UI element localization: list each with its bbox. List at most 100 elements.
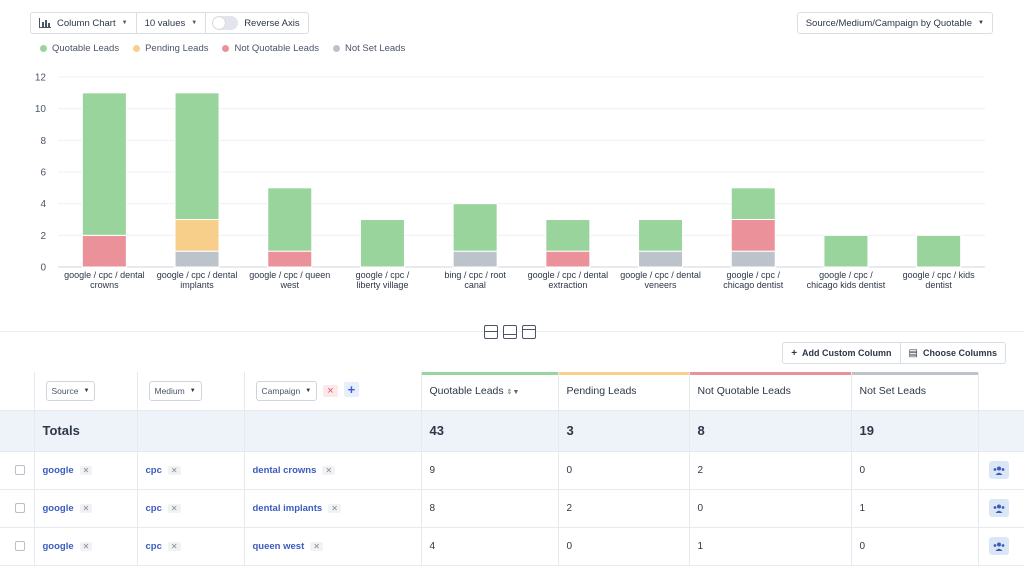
source-link[interactable]: google xyxy=(42,502,74,514)
bar-segment xyxy=(81,92,127,236)
medium-filter-dropdown[interactable]: Medium ▼ xyxy=(148,380,202,401)
totals-empty-cell xyxy=(244,410,422,452)
row-checkbox[interactable] xyxy=(15,541,25,551)
column-header-label: Pending Leads xyxy=(566,384,637,397)
group-by-dropdown[interactable]: Source/Medium/Campaign by Quotable ▼ xyxy=(796,12,993,34)
people-icon[interactable] xyxy=(988,461,1009,479)
value-cell: 0 xyxy=(851,527,979,566)
header-checkbox-cell xyxy=(0,372,35,411)
remove-filter-icon[interactable]: ✕ xyxy=(328,503,341,513)
campaign-filter-dropdown[interactable]: Campaign ▼ xyxy=(255,380,318,401)
y-tick-label: 4 xyxy=(40,199,46,210)
totals-row: Totals 43 3 8 19 xyxy=(0,410,1024,452)
totals-label: Totals xyxy=(34,410,138,452)
medium-cell: cpc ✕ xyxy=(137,451,245,490)
x-tick-label: google / cpc / xyxy=(356,270,410,280)
remove-filter-icon[interactable]: ✕ xyxy=(167,541,181,551)
campaign-link[interactable]: dental implants xyxy=(252,502,323,514)
campaign-cell: dental crowns ✕ xyxy=(244,451,422,490)
bar-segment xyxy=(81,234,127,268)
row-checkbox[interactable] xyxy=(15,503,25,513)
add-custom-column-button[interactable]: + Add Custom Column xyxy=(782,342,901,364)
reverse-axis-control: Reverse Axis xyxy=(206,12,309,34)
y-tick-label: 8 xyxy=(40,136,46,147)
people-icon[interactable] xyxy=(988,499,1009,517)
x-tick-label: chicago kids dentist xyxy=(807,280,886,290)
reverse-axis-toggle[interactable] xyxy=(212,16,239,30)
remove-filter-icon[interactable]: ✕ xyxy=(310,541,323,551)
bar-segment xyxy=(730,219,776,252)
split-layout-icon[interactable] xyxy=(484,325,498,339)
source-link[interactable]: google xyxy=(42,464,74,476)
remove-filter-icon[interactable]: ✕ xyxy=(167,465,181,475)
column-header-not-quotable[interactable]: Not Quotable Leads xyxy=(689,372,852,411)
value-cell: 8 xyxy=(421,489,559,528)
x-tick-label: bing / cpc / root xyxy=(444,270,506,280)
bar-segment xyxy=(174,219,220,252)
column-color-bar xyxy=(689,372,851,375)
chart-type-dropdown[interactable]: Column Chart ▼ xyxy=(30,12,137,34)
source-filter-cell: Source ▼ xyxy=(34,372,138,411)
total-pending: 3 xyxy=(558,410,690,452)
medium-link[interactable]: cpc xyxy=(145,464,162,476)
campaign-link[interactable]: dental crowns xyxy=(252,464,317,476)
bar-segment xyxy=(730,250,776,268)
bar-segment xyxy=(174,250,220,268)
row-actions-cell xyxy=(978,489,1024,528)
values-count-dropdown[interactable]: 10 values ▼ xyxy=(136,12,207,34)
x-tick-label: chicago dentist xyxy=(723,280,784,290)
legend-item-not-quotable[interactable]: Not Quotable Leads xyxy=(222,43,319,54)
add-dimension-button[interactable]: + xyxy=(343,381,360,397)
remove-filter-icon[interactable]: ✕ xyxy=(79,503,93,513)
remove-filter-icon[interactable]: ✕ xyxy=(322,465,336,475)
medium-link[interactable]: cpc xyxy=(145,502,162,514)
column-header-not-set[interactable]: Not Set Leads xyxy=(851,372,979,411)
campaign-link[interactable]: queen west xyxy=(252,540,305,552)
row-select-cell xyxy=(0,527,35,566)
remove-dimension-button[interactable]: × xyxy=(323,384,338,397)
legend-item-pending[interactable]: Pending Leads xyxy=(133,43,208,54)
bar-segment xyxy=(823,234,869,268)
bar-segment xyxy=(730,187,776,221)
campaign-cell: queen west ✕ xyxy=(244,527,422,566)
column-header-quotable[interactable]: Quotable Leads ⇕▼ xyxy=(421,372,559,411)
y-tick-label: 12 xyxy=(35,73,47,84)
x-tick-label: west xyxy=(279,280,299,290)
table-focus-layout-icon[interactable] xyxy=(522,325,536,339)
campaign-filter-label: Campaign xyxy=(261,385,301,396)
legend-item-quotable[interactable]: Quotable Leads xyxy=(40,43,119,54)
row-select-cell xyxy=(0,489,35,528)
remove-filter-icon[interactable]: ✕ xyxy=(167,503,181,513)
bar-segment xyxy=(359,219,405,268)
source-filter-dropdown[interactable]: Source ▼ xyxy=(45,380,96,401)
bar-segment xyxy=(267,187,313,252)
chevron-down-icon: ▼ xyxy=(189,387,196,394)
legend-dot xyxy=(333,45,340,52)
column-header-pending[interactable]: Pending Leads xyxy=(558,372,690,411)
columns-icon: ▤ xyxy=(908,347,918,359)
remove-filter-icon[interactable]: ✕ xyxy=(79,541,93,551)
add-custom-column-label: Add Custom Column xyxy=(802,348,892,358)
value-cell: 1 xyxy=(689,527,852,566)
legend-item-not-set[interactable]: Not Set Leads xyxy=(333,43,405,54)
value-cell: 4 xyxy=(421,527,559,566)
y-tick-label: 10 xyxy=(35,104,47,115)
sort-desc-icon[interactable]: ⇕▼ xyxy=(506,388,520,396)
remove-filter-icon[interactable]: ✕ xyxy=(79,465,93,475)
people-icon[interactable] xyxy=(988,537,1009,555)
chevron-down-icon: ▼ xyxy=(978,20,984,26)
row-checkbox[interactable] xyxy=(15,465,25,475)
choose-columns-button[interactable]: ▤ Choose Columns xyxy=(900,342,1006,364)
medium-link[interactable]: cpc xyxy=(145,540,162,552)
x-tick-label: google / cpc / kids xyxy=(903,270,976,280)
chart-focus-layout-icon[interactable] xyxy=(503,325,517,339)
bar-segment xyxy=(545,250,591,268)
totals-empty-cell xyxy=(0,410,35,452)
source-link[interactable]: google xyxy=(42,540,74,552)
x-tick-label: implants xyxy=(180,280,214,290)
row-actions-cell xyxy=(978,451,1024,490)
chevron-down-icon: ▼ xyxy=(121,20,128,26)
header-actions-cell xyxy=(978,372,1024,411)
value-cell: 2 xyxy=(689,451,852,490)
legend-label: Pending Leads xyxy=(145,43,209,54)
